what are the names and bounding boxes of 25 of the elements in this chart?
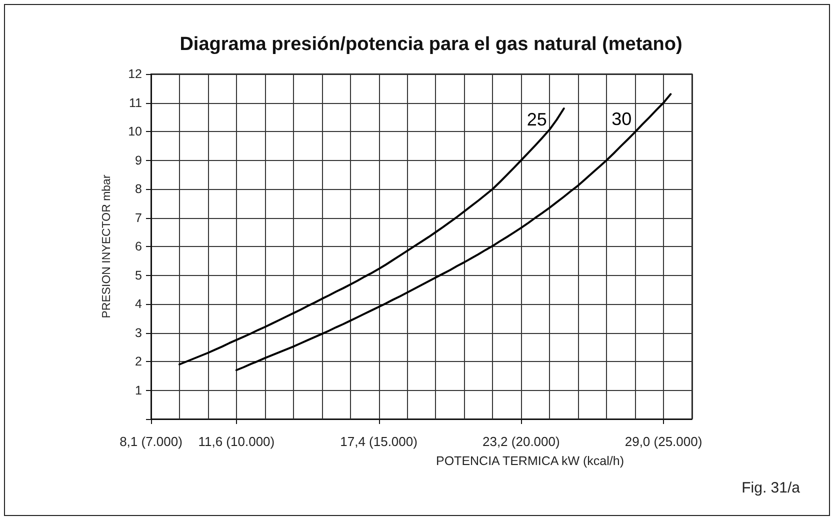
x-tick-label: 11,6 (10.000) [198, 434, 275, 449]
y-tick-label: 4 [135, 297, 142, 311]
series-label: 25 [526, 110, 547, 130]
y-tick-label: 9 [135, 153, 142, 168]
y-axis-title: PRESION INYECTOR mbar [101, 174, 113, 318]
series-label: 30 [612, 109, 632, 130]
y-tick-label: 6 [135, 240, 142, 254]
x-tick-label: 23,2 (20.000) [482, 434, 560, 449]
y-tick-label: 8 [135, 182, 142, 196]
chart-title: Diagrama presión/potencia para el gas natural (metano) [180, 34, 682, 55]
y-tick-label: 5 [135, 268, 142, 282]
y-tick-label: 12 [128, 67, 142, 81]
caption: Fig. 31/a [742, 480, 801, 496]
y-tick-label: 11 [129, 96, 142, 110]
line-series [178, 108, 565, 366]
line-series [235, 93, 672, 372]
x-axis-title: POTENCIA TERMICA kW (kcal/h) [436, 454, 624, 468]
x-tick-label: 17,4 (15.000) [340, 434, 418, 449]
y-tick-label: 10 [128, 124, 142, 138]
y-tick-label: 7 [135, 210, 142, 225]
y-tick-label: 2 [135, 354, 142, 368]
y-tick-label: 1 [135, 383, 142, 398]
x-tick-label: 8,1 (7.000) [120, 434, 182, 449]
x-tick-label: 29,0 (25.000) [624, 434, 702, 449]
y-tick-label: 3 [135, 326, 142, 340]
